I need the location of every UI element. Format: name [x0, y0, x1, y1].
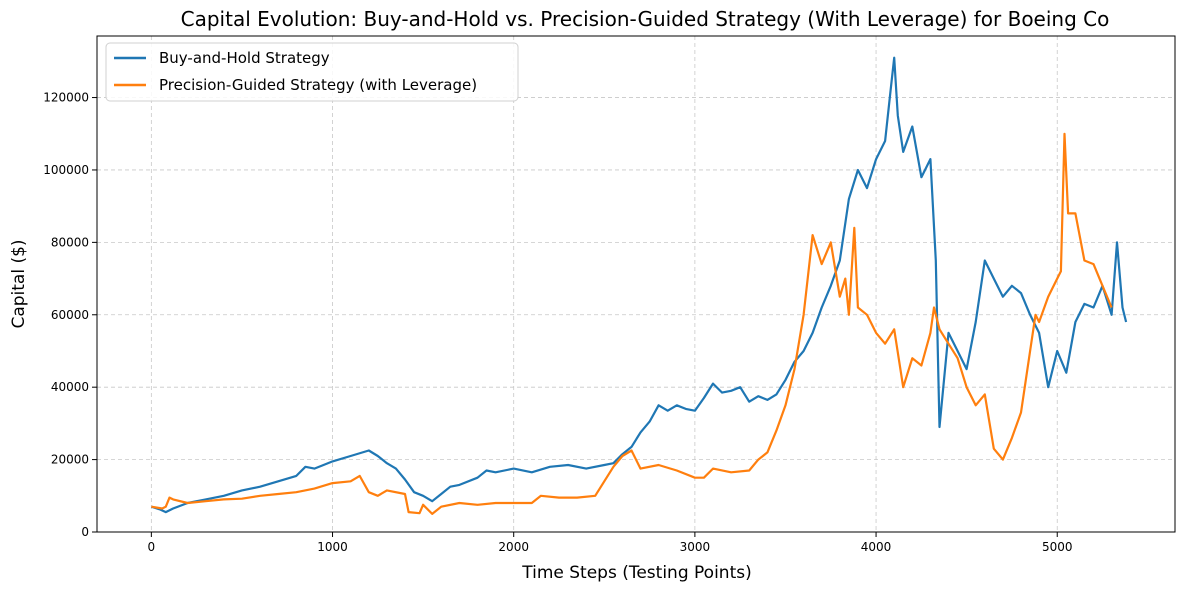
- legend: Buy-and-Hold Strategy Precision-Guided S…: [105, 42, 519, 102]
- series-line-precision-guided: [151, 132, 1113, 515]
- y-tick-label: 20000: [51, 453, 89, 467]
- y-tick-label: 40000: [51, 380, 89, 394]
- x-tick-label: 3000: [680, 540, 711, 554]
- y-tick-label: 0: [81, 525, 89, 539]
- x-tick-label: 0: [148, 540, 156, 554]
- chart-title: Capital Evolution: Buy-and-Hold vs. Prec…: [181, 7, 1110, 31]
- series-lines: [151, 56, 1128, 515]
- legend-box: [105, 42, 519, 102]
- legend-label-precision-guided: Precision-Guided Strategy (with Leverage…: [159, 76, 477, 94]
- series-line-buy-and-hold: [151, 56, 1128, 514]
- axis-ticks: 0 1000 2000 3000 4000 5000 0 20000 40000 60000 800…: [43, 91, 1072, 554]
- x-tick-label: 2000: [498, 540, 529, 554]
- plot-frame: [96, 35, 1176, 533]
- legend-label-buy-and-hold: Buy-and-Hold Strategy: [159, 49, 330, 67]
- y-tick-label: 60000: [51, 308, 89, 322]
- x-tick-label: 5000: [1042, 540, 1073, 554]
- y-tick-label: 100000: [43, 163, 89, 177]
- x-tick-label: 4000: [861, 540, 892, 554]
- y-axis-title: Capital ($): [9, 239, 29, 328]
- y-tick-label: 120000: [43, 91, 89, 105]
- x-tick-label: 1000: [317, 540, 348, 554]
- y-tick-label: 80000: [51, 235, 89, 249]
- x-axis-title: Time Steps (Testing Points): [521, 563, 751, 583]
